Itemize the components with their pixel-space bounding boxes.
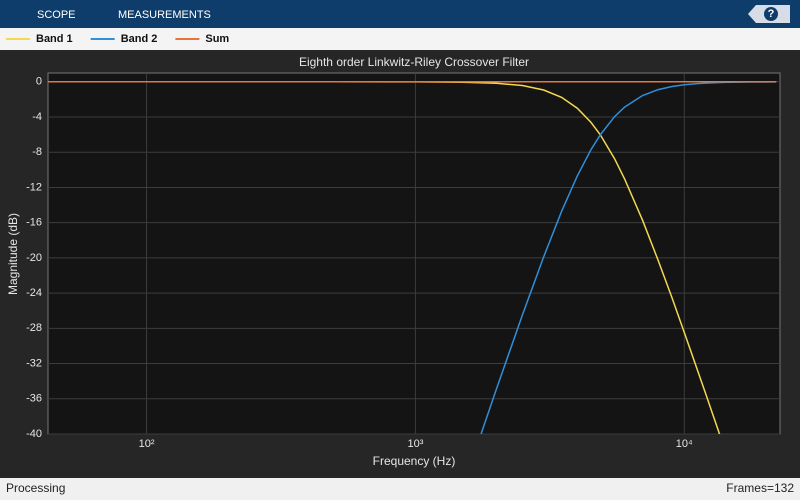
status-bar — [0, 478, 800, 500]
y-tick-label: -8 — [32, 146, 42, 158]
y-tick-label: -20 — [26, 252, 42, 264]
tab[interactable]: MEASUREMENTS — [118, 9, 211, 21]
y-tick-label: 0 — [36, 76, 42, 88]
x-tick-label: 10³ — [407, 438, 423, 450]
y-tick-label: -4 — [32, 111, 42, 123]
x-tick-label: 10⁴ — [676, 438, 693, 450]
help-icon[interactable]: ? — [768, 8, 775, 20]
y-tick-label: -40 — [26, 428, 42, 440]
x-axis-label: Frequency (Hz) — [373, 454, 456, 468]
y-tick-label: -28 — [26, 322, 42, 334]
y-tick-label: -12 — [26, 181, 42, 193]
plot-lines — [48, 81, 777, 434]
plot-area — [47, 72, 781, 435]
y-tick-label: -36 — [26, 393, 42, 405]
status-text: Processing — [6, 481, 65, 495]
legend-label: Sum — [205, 33, 229, 45]
legend-label: Band 2 — [121, 33, 158, 45]
y-tick-label: -24 — [26, 287, 42, 299]
chart-title: Eighth order Linkwitz-Riley Crossover Fi… — [299, 55, 529, 69]
y-axis-label: Magnitude (dB) — [6, 213, 20, 295]
frame-count: Frames=132 — [726, 481, 794, 495]
legend-label: Band 1 — [36, 33, 73, 45]
help-button[interactable] — [764, 7, 778, 21]
x-tick-label: 10² — [139, 438, 155, 450]
legend-bar — [0, 28, 800, 50]
y-tick-label: -16 — [26, 217, 42, 229]
y-tick-label: -32 — [26, 357, 42, 369]
toolbar — [0, 0, 800, 28]
tab[interactable]: SCOPE — [37, 9, 76, 21]
